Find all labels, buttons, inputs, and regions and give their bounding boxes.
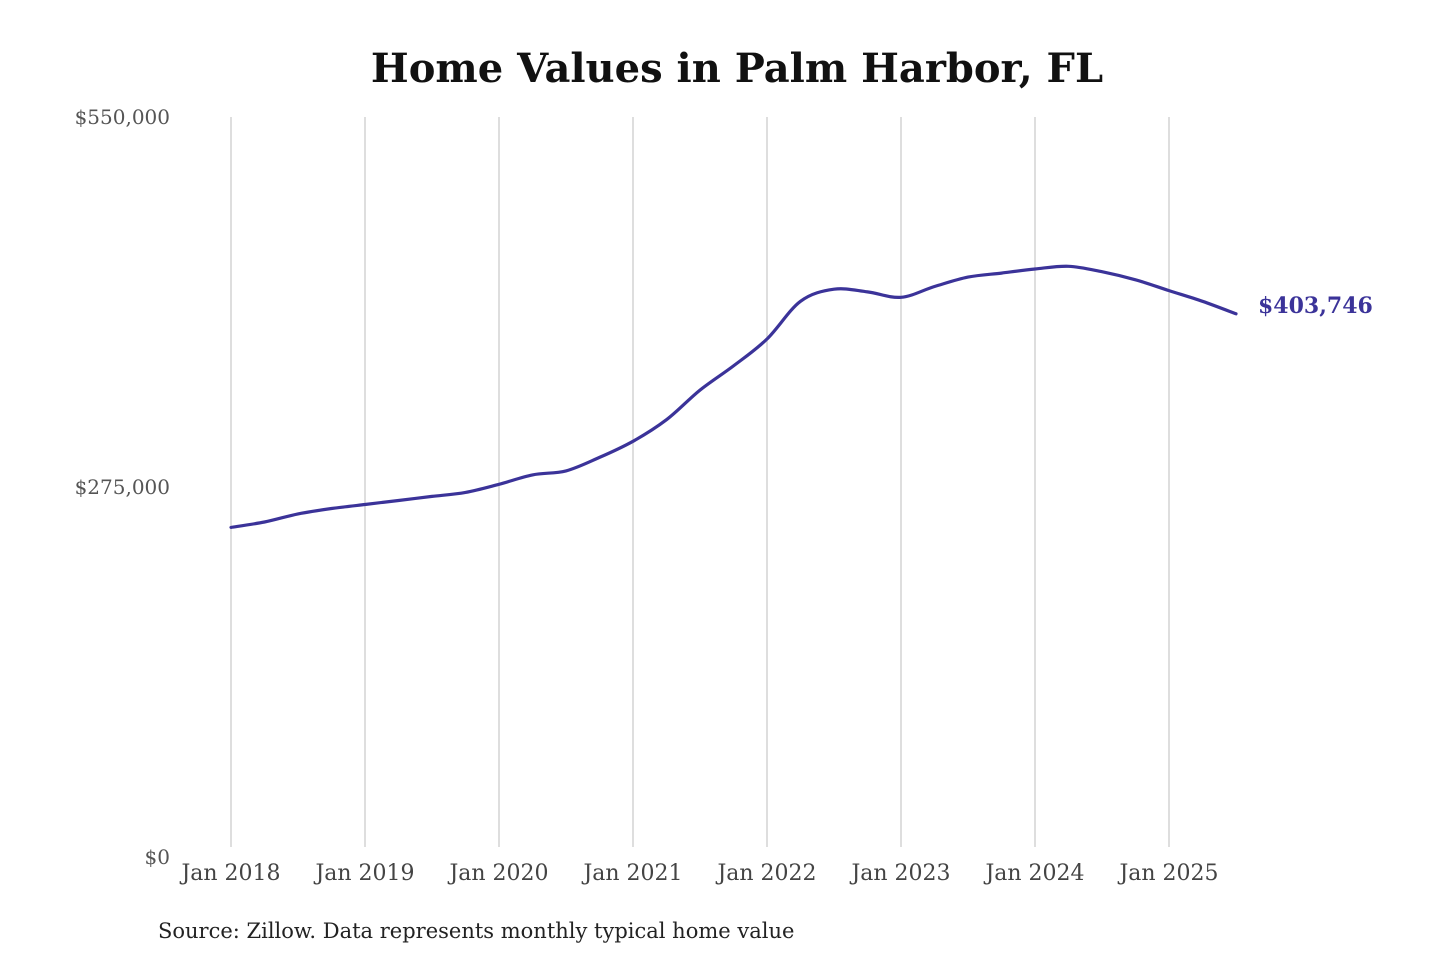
series-line-0 xyxy=(229,264,1238,529)
chart-title: Home Values in Palm Harbor, FL xyxy=(371,45,1103,92)
y-tick-label: $0 xyxy=(145,845,170,869)
source-note: Source: Zillow. Data represents monthly … xyxy=(158,919,794,943)
y-tick-label: $550,000 xyxy=(75,105,170,129)
x-tick-label: Jan 2024 xyxy=(983,861,1084,886)
y-tick-label: $275,000 xyxy=(75,475,170,499)
x-tick-label: Jan 2025 xyxy=(1117,861,1218,886)
x-tick-label: Jan 2018 xyxy=(179,861,280,886)
x-axis-tick-labels: Jan 2018 Jan 2019 Jan 2020 Jan 2021 Jan 2022… xyxy=(179,861,1218,886)
x-tick-label: Jan 2023 xyxy=(849,861,950,886)
series-lines: $403,746 xyxy=(229,264,1373,529)
x-tick-label: Jan 2021 xyxy=(581,861,682,886)
series-end-label: $403,746 xyxy=(1258,293,1373,319)
vertical-gridlines xyxy=(230,117,1170,847)
x-tick-label: Jan 2022 xyxy=(715,861,816,886)
x-tick-label: Jan 2020 xyxy=(447,861,548,886)
x-tick-label: Jan 2019 xyxy=(313,861,414,886)
y-axis-tick-labels: $0 $275,000 $550,000 xyxy=(75,105,170,869)
